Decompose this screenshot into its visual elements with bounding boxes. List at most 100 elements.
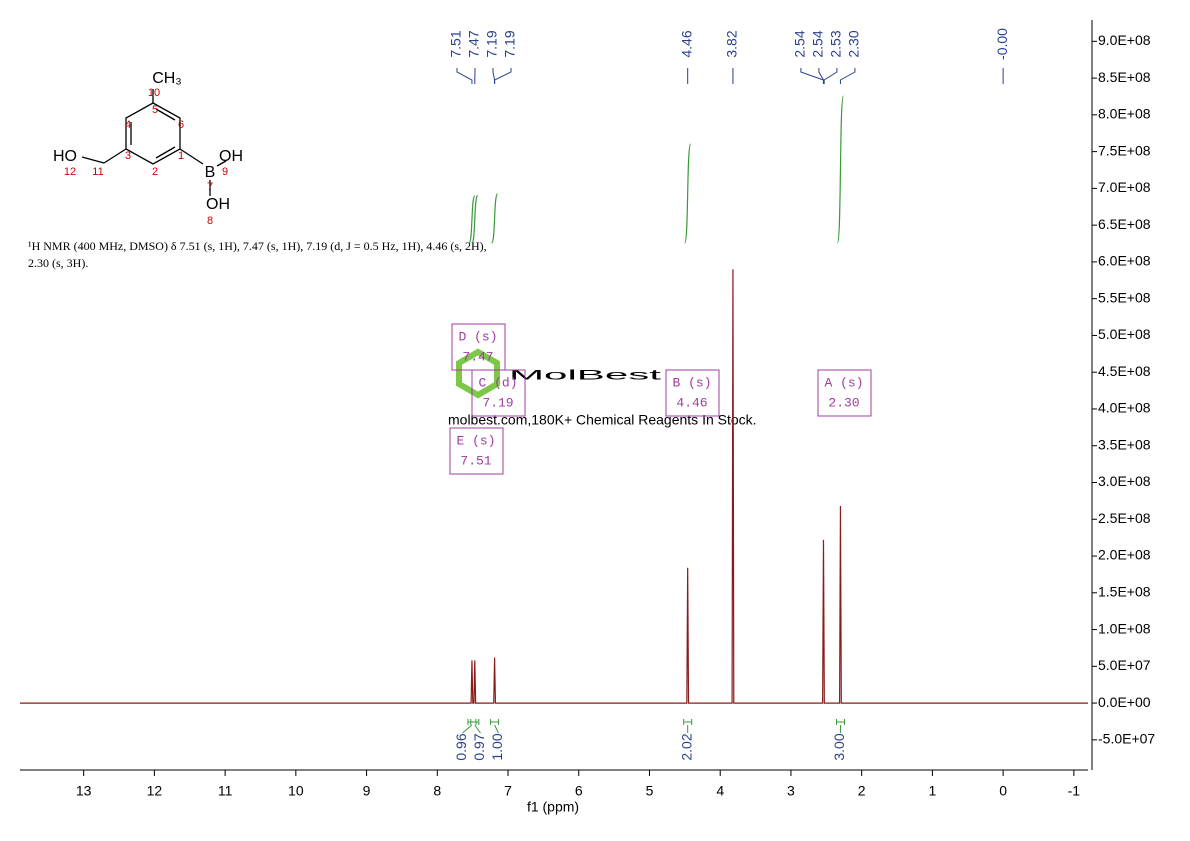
description-line: 2.30 (s, 3H). — [28, 256, 88, 270]
integral-label: 3.00 — [831, 733, 847, 760]
integral-curve — [836, 95, 845, 244]
multiplet-shift: 7.47 — [462, 349, 493, 364]
atom-number: 3 — [125, 150, 131, 162]
atom-number: 6 — [178, 119, 184, 131]
x-tick-label: 13 — [76, 783, 92, 799]
x-axis-title: f1 (ppm) — [527, 799, 579, 815]
y-tick-label: 5.0E+07 — [1098, 657, 1151, 673]
peak-label: 2.54 — [810, 30, 826, 57]
atom-number: 11 — [92, 166, 103, 178]
integral-label: 2.02 — [678, 733, 694, 760]
peak-label: 3.82 — [724, 30, 740, 57]
multiplet-box — [471, 369, 526, 417]
peak-label: 2.30 — [846, 30, 862, 57]
atom-number: 1 — [178, 150, 184, 162]
y-tick-label: 5.5E+08 — [1098, 289, 1151, 305]
integral-curve — [684, 143, 692, 244]
description-line: ¹H NMR (400 MHz, DMSO) δ 7.51 (s, 1H), 7… — [28, 239, 487, 253]
atom-number: 8 — [207, 215, 213, 227]
molecule-bonds — [81, 89, 227, 196]
integral-curve — [471, 194, 479, 244]
integral-bracket — [683, 719, 693, 733]
multiplet-box — [665, 369, 720, 417]
integral-label: 0.97 — [471, 733, 487, 760]
multiplet-shift: 7.19 — [482, 395, 513, 410]
multiplet-label: A (s) — [824, 375, 863, 390]
peak-label: 7.19 — [484, 30, 500, 57]
x-tick-label: 8 — [433, 783, 441, 799]
atom-label: OH — [206, 196, 230, 213]
multiplet-box — [449, 427, 504, 475]
atom-number: 2 — [152, 166, 158, 178]
peak-leader — [823, 68, 838, 84]
watermark-brand: MolBest — [509, 367, 661, 383]
y-tick-label: 0.0E+00 — [1098, 694, 1151, 710]
atom-number: 9 — [222, 166, 228, 178]
multiplet-label: C (d) — [478, 375, 517, 390]
integral-bracket — [490, 719, 500, 734]
watermark-tagline: molbest.com,180K+ Chemical Reagents In S… — [448, 412, 757, 428]
atom-number: 12 — [64, 166, 76, 178]
y-tick-label: 3.0E+08 — [1098, 473, 1151, 489]
x-tick-label: 11 — [218, 783, 233, 799]
y-tick-label: 2.0E+08 — [1098, 547, 1151, 563]
y-tick-label: 4.0E+08 — [1098, 400, 1151, 416]
y-tick-label: 7.5E+08 — [1098, 142, 1151, 158]
y-tick-label: 6.0E+08 — [1098, 253, 1151, 269]
integral-curve — [490, 193, 499, 244]
x-tick-label: 1 — [928, 783, 936, 799]
integral-label: 1.00 — [489, 733, 505, 760]
integral-label: 0.96 — [453, 733, 469, 760]
x-tick-label: 7 — [504, 783, 512, 799]
x-tick-label: 9 — [363, 783, 371, 799]
atom-number: 10 — [148, 87, 160, 99]
atom-label: CH₃ — [152, 70, 182, 87]
y-tick-label: 8.0E+08 — [1098, 106, 1151, 122]
x-tick-label: -1 — [1068, 783, 1081, 799]
multiplet-shift: 4.46 — [676, 395, 707, 410]
y-tick-label: 2.5E+08 — [1098, 510, 1151, 526]
integral-bracket — [470, 719, 481, 734]
multiplet-label: B (s) — [672, 375, 711, 390]
y-tick-label: 5.0E+08 — [1098, 326, 1151, 342]
spectrum-line — [20, 269, 1088, 704]
atom-number: 7 — [207, 181, 213, 193]
x-tick-label: 4 — [716, 783, 724, 799]
y-tick-label: 4.5E+08 — [1098, 363, 1151, 379]
multiplet-shift: 2.30 — [828, 395, 859, 410]
atom-label: HO — [53, 148, 77, 165]
peak-leader — [800, 68, 824, 84]
multiplet-box — [817, 369, 872, 417]
x-tick-label: 2 — [858, 783, 866, 799]
integral-bracket — [835, 719, 845, 733]
peak-label: 4.46 — [678, 30, 694, 57]
atom-label: B — [205, 164, 216, 181]
multiplet-shift: 7.51 — [460, 453, 491, 468]
peak-label: 7.47 — [466, 30, 482, 57]
x-tick-label: 0 — [999, 783, 1007, 799]
x-tick-label: 6 — [575, 783, 583, 799]
peak-label: 7.51 — [448, 30, 464, 57]
y-tick-label: 1.0E+08 — [1098, 620, 1151, 636]
x-tick-label: 10 — [288, 783, 304, 799]
multiplet-label: E (s) — [456, 433, 495, 448]
y-tick-label: 9.0E+08 — [1098, 32, 1151, 48]
atom-label: OH — [219, 148, 243, 165]
peak-label: 7.19 — [502, 30, 518, 57]
integral-bracket — [462, 719, 477, 734]
x-tick-label: 5 — [646, 783, 654, 799]
peak-leader — [839, 68, 856, 84]
y-tick-label: 7.0E+08 — [1098, 179, 1151, 195]
y-tick-label: 6.5E+08 — [1098, 216, 1151, 232]
atom-number: 4 — [125, 119, 131, 131]
integral-curve — [468, 195, 476, 244]
y-tick-label: -5.0E+07 — [1098, 731, 1155, 747]
y-tick-label: 3.5E+08 — [1098, 436, 1151, 452]
watermark-logo — [456, 348, 500, 399]
peak-leader — [818, 68, 824, 84]
peak-label: -0.00 — [994, 28, 1010, 60]
peak-leader — [456, 68, 473, 84]
y-tick-label: 8.5E+08 — [1098, 69, 1151, 85]
peak-label: 2.53 — [828, 30, 844, 57]
